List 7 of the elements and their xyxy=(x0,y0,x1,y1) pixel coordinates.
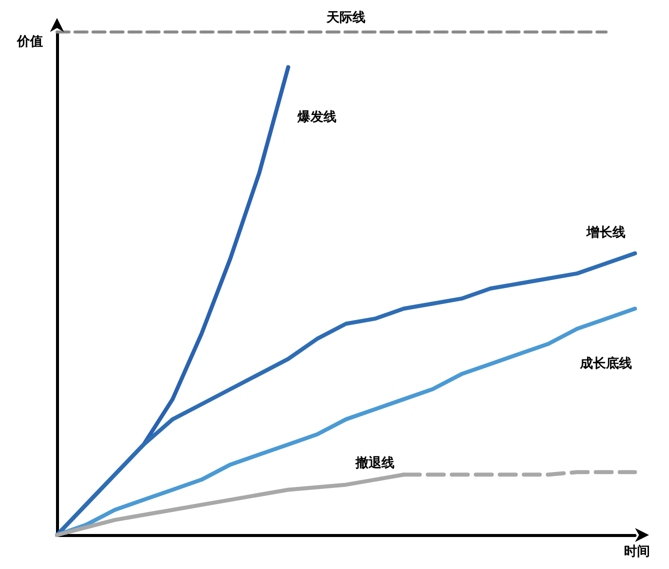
series-label: 爆发线 xyxy=(296,110,337,126)
series-label: 撤退线 xyxy=(354,455,394,472)
series-label: 成长底线 xyxy=(579,355,632,372)
x-axis-title: 时间 xyxy=(624,544,650,560)
series-label: 增长线 xyxy=(586,226,626,241)
series-label: 天际线 xyxy=(326,10,366,26)
y-axis-title: 价值 xyxy=(16,34,43,50)
